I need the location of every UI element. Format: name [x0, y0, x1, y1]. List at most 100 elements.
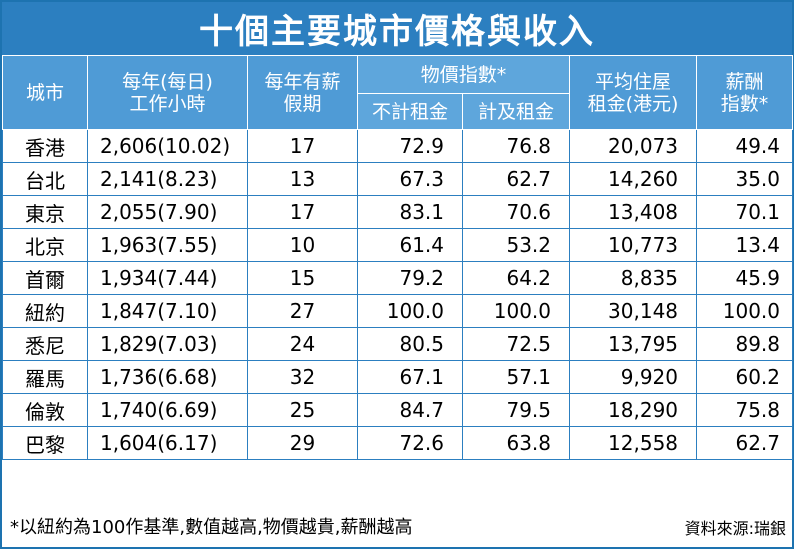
cell-price-incl-rent: 79.5	[461, 393, 571, 427]
cell-price-excl-rent: 72.9	[357, 129, 463, 163]
cell-leave: 32	[247, 360, 358, 394]
header-rent-line2: 租金(港元)	[587, 92, 679, 115]
cell-salary-index: 70.1	[696, 195, 794, 229]
cell-price-excl-rent: 100.0	[357, 294, 463, 328]
table-row: 紐約 1,847(7.10) 27 100.0 100.0 30,148 100.0	[2, 294, 794, 328]
cell-hours: 2,606(10.02)	[87, 129, 248, 163]
cell-city: 紐約	[2, 294, 88, 328]
header-leave: 每年有薪 假期	[247, 55, 358, 130]
cell-price-incl-rent: 100.0	[461, 294, 571, 328]
cell-salary-index: 13.4	[696, 228, 794, 262]
cell-hours: 1,604(6.17)	[87, 426, 248, 460]
table-row: 首爾 1,934(7.44) 15 79.2 64.2 8,835 45.9	[2, 261, 794, 295]
cell-price-excl-rent: 80.5	[357, 327, 463, 361]
cell-price-excl-rent: 83.1	[357, 195, 463, 229]
cell-salary-index: 60.2	[696, 360, 794, 394]
cell-rent: 14,260	[569, 162, 698, 196]
cell-city: 悉尼	[2, 327, 88, 361]
cell-rent: 30,148	[569, 294, 698, 328]
cell-salary-index: 45.9	[696, 261, 794, 295]
header-salary: 薪酬 指數*	[696, 55, 794, 130]
source-credit: 資料來源:瑞銀	[684, 519, 786, 538]
cell-price-incl-rent: 76.8	[461, 129, 571, 163]
header-rent-line1: 平均住屋	[595, 70, 672, 93]
cell-rent: 10,773	[569, 228, 698, 262]
cell-price-incl-rent: 57.1	[461, 360, 571, 394]
cell-rent: 20,073	[569, 129, 698, 163]
cell-price-incl-rent: 62.7	[461, 162, 571, 196]
cell-hours: 1,963(7.55)	[87, 228, 248, 262]
cell-salary-index: 89.8	[696, 327, 794, 361]
cell-price-excl-rent: 79.2	[357, 261, 463, 295]
cell-rent: 13,408	[569, 195, 698, 229]
header-hours-line1: 每年(每日)	[122, 70, 213, 93]
cell-price-incl-rent: 70.6	[461, 195, 571, 229]
cell-hours: 1,736(6.68)	[87, 360, 248, 394]
header-price-index: 物價指數*	[356, 55, 571, 94]
cell-hours: 2,141(8.23)	[87, 162, 248, 196]
table-body: 香港 2,606(10.02) 17 72.9 76.8 20,073 49.4 台北 2,14…	[2, 129, 794, 460]
header-leave-line2: 假期	[283, 92, 322, 115]
cell-city: 台北	[2, 162, 88, 196]
cell-rent: 12,558	[569, 426, 698, 460]
header-hours: 每年(每日) 工作小時	[87, 55, 248, 130]
cell-leave: 25	[247, 393, 358, 427]
cell-leave: 17	[247, 195, 358, 229]
cell-city: 巴黎	[2, 426, 88, 460]
cell-salary-index: 49.4	[696, 129, 794, 163]
cell-city: 北京	[2, 228, 88, 262]
header-excl-rent: 不計租金	[357, 93, 463, 130]
cell-leave: 17	[247, 129, 358, 163]
cell-leave: 15	[247, 261, 358, 295]
header-leave-line1: 每年有薪	[264, 70, 341, 93]
header-city: 城市	[2, 55, 88, 130]
cell-city: 倫敦	[2, 393, 88, 427]
cell-leave: 24	[247, 327, 358, 361]
cell-price-excl-rent: 84.7	[357, 393, 463, 427]
cell-leave: 27	[247, 294, 358, 328]
table-row: 悉尼 1,829(7.03) 24 80.5 72.5 13,795 89.8	[2, 327, 794, 361]
cell-hours: 2,055(7.90)	[87, 195, 248, 229]
table-row: 北京 1,963(7.55) 10 61.4 53.2 10,773 13.4	[2, 228, 794, 262]
header-incl-rent: 計及租金	[461, 93, 571, 130]
footer: *以紐約為100作基準,數值越高,物價越貴,薪酬越高 資料來源:瑞銀	[10, 513, 790, 541]
cell-salary-index: 35.0	[696, 162, 794, 196]
chart-title: 十個主要城市價格與收入	[2, 2, 792, 55]
data-table: 城市 每年(每日) 工作小時 每年有薪 假期 物價指數* 平均住屋 租金(港元)…	[2, 55, 794, 460]
cell-rent: 13,795	[569, 327, 698, 361]
cell-price-excl-rent: 67.1	[357, 360, 463, 394]
cell-price-incl-rent: 63.8	[461, 426, 571, 460]
cell-salary-index: 62.7	[696, 426, 794, 460]
cell-price-excl-rent: 72.6	[357, 426, 463, 460]
cell-rent: 9,920	[569, 360, 698, 394]
cell-city: 香港	[2, 129, 88, 163]
cell-leave: 13	[247, 162, 358, 196]
cell-city: 羅馬	[2, 360, 88, 394]
cell-hours: 1,934(7.44)	[87, 261, 248, 295]
table-row: 巴黎 1,604(6.17) 29 72.6 63.8 12,558 62.7	[2, 426, 794, 460]
cell-rent: 18,290	[569, 393, 698, 427]
cell-price-incl-rent: 72.5	[461, 327, 571, 361]
cell-hours: 1,847(7.10)	[87, 294, 248, 328]
table-row: 香港 2,606(10.02) 17 72.9 76.8 20,073 49.4	[2, 129, 794, 163]
table-row: 台北 2,141(8.23) 13 67.3 62.7 14,260 35.0	[2, 162, 794, 196]
cell-price-excl-rent: 67.3	[357, 162, 463, 196]
cell-city: 東京	[2, 195, 88, 229]
cell-leave: 10	[247, 228, 358, 262]
header-rent: 平均住屋 租金(港元)	[569, 55, 698, 130]
table-row: 東京 2,055(7.90) 17 83.1 70.6 13,408 70.1	[2, 195, 794, 229]
table-row: 倫敦 1,740(6.69) 25 84.7 79.5 18,290 75.8	[2, 393, 794, 427]
header-salary-line2: 指數*	[720, 92, 769, 115]
footnote: *以紐約為100作基準,數值越高,物價越貴,薪酬越高	[10, 517, 413, 538]
cell-hours: 1,740(6.69)	[87, 393, 248, 427]
table-row: 羅馬 1,736(6.68) 32 67.1 57.1 9,920 60.2	[2, 360, 794, 394]
cell-rent: 8,835	[569, 261, 698, 295]
cell-price-incl-rent: 53.2	[461, 228, 571, 262]
header-hours-line2: 工作小時	[129, 92, 206, 115]
cell-city: 首爾	[2, 261, 88, 295]
cell-hours: 1,829(7.03)	[87, 327, 248, 361]
cell-salary-index: 100.0	[696, 294, 794, 328]
cell-price-excl-rent: 61.4	[357, 228, 463, 262]
cell-leave: 29	[247, 426, 358, 460]
